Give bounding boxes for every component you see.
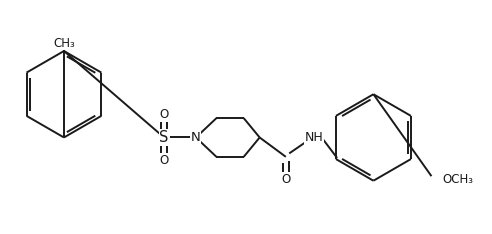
Text: CH₃: CH₃ xyxy=(53,37,75,50)
Text: OCH₃: OCH₃ xyxy=(443,173,474,186)
Text: S: S xyxy=(159,130,169,145)
Text: N: N xyxy=(191,131,201,144)
Text: O: O xyxy=(281,173,290,186)
Text: O: O xyxy=(159,108,169,121)
Text: O: O xyxy=(159,154,169,167)
Text: NH: NH xyxy=(305,131,324,144)
